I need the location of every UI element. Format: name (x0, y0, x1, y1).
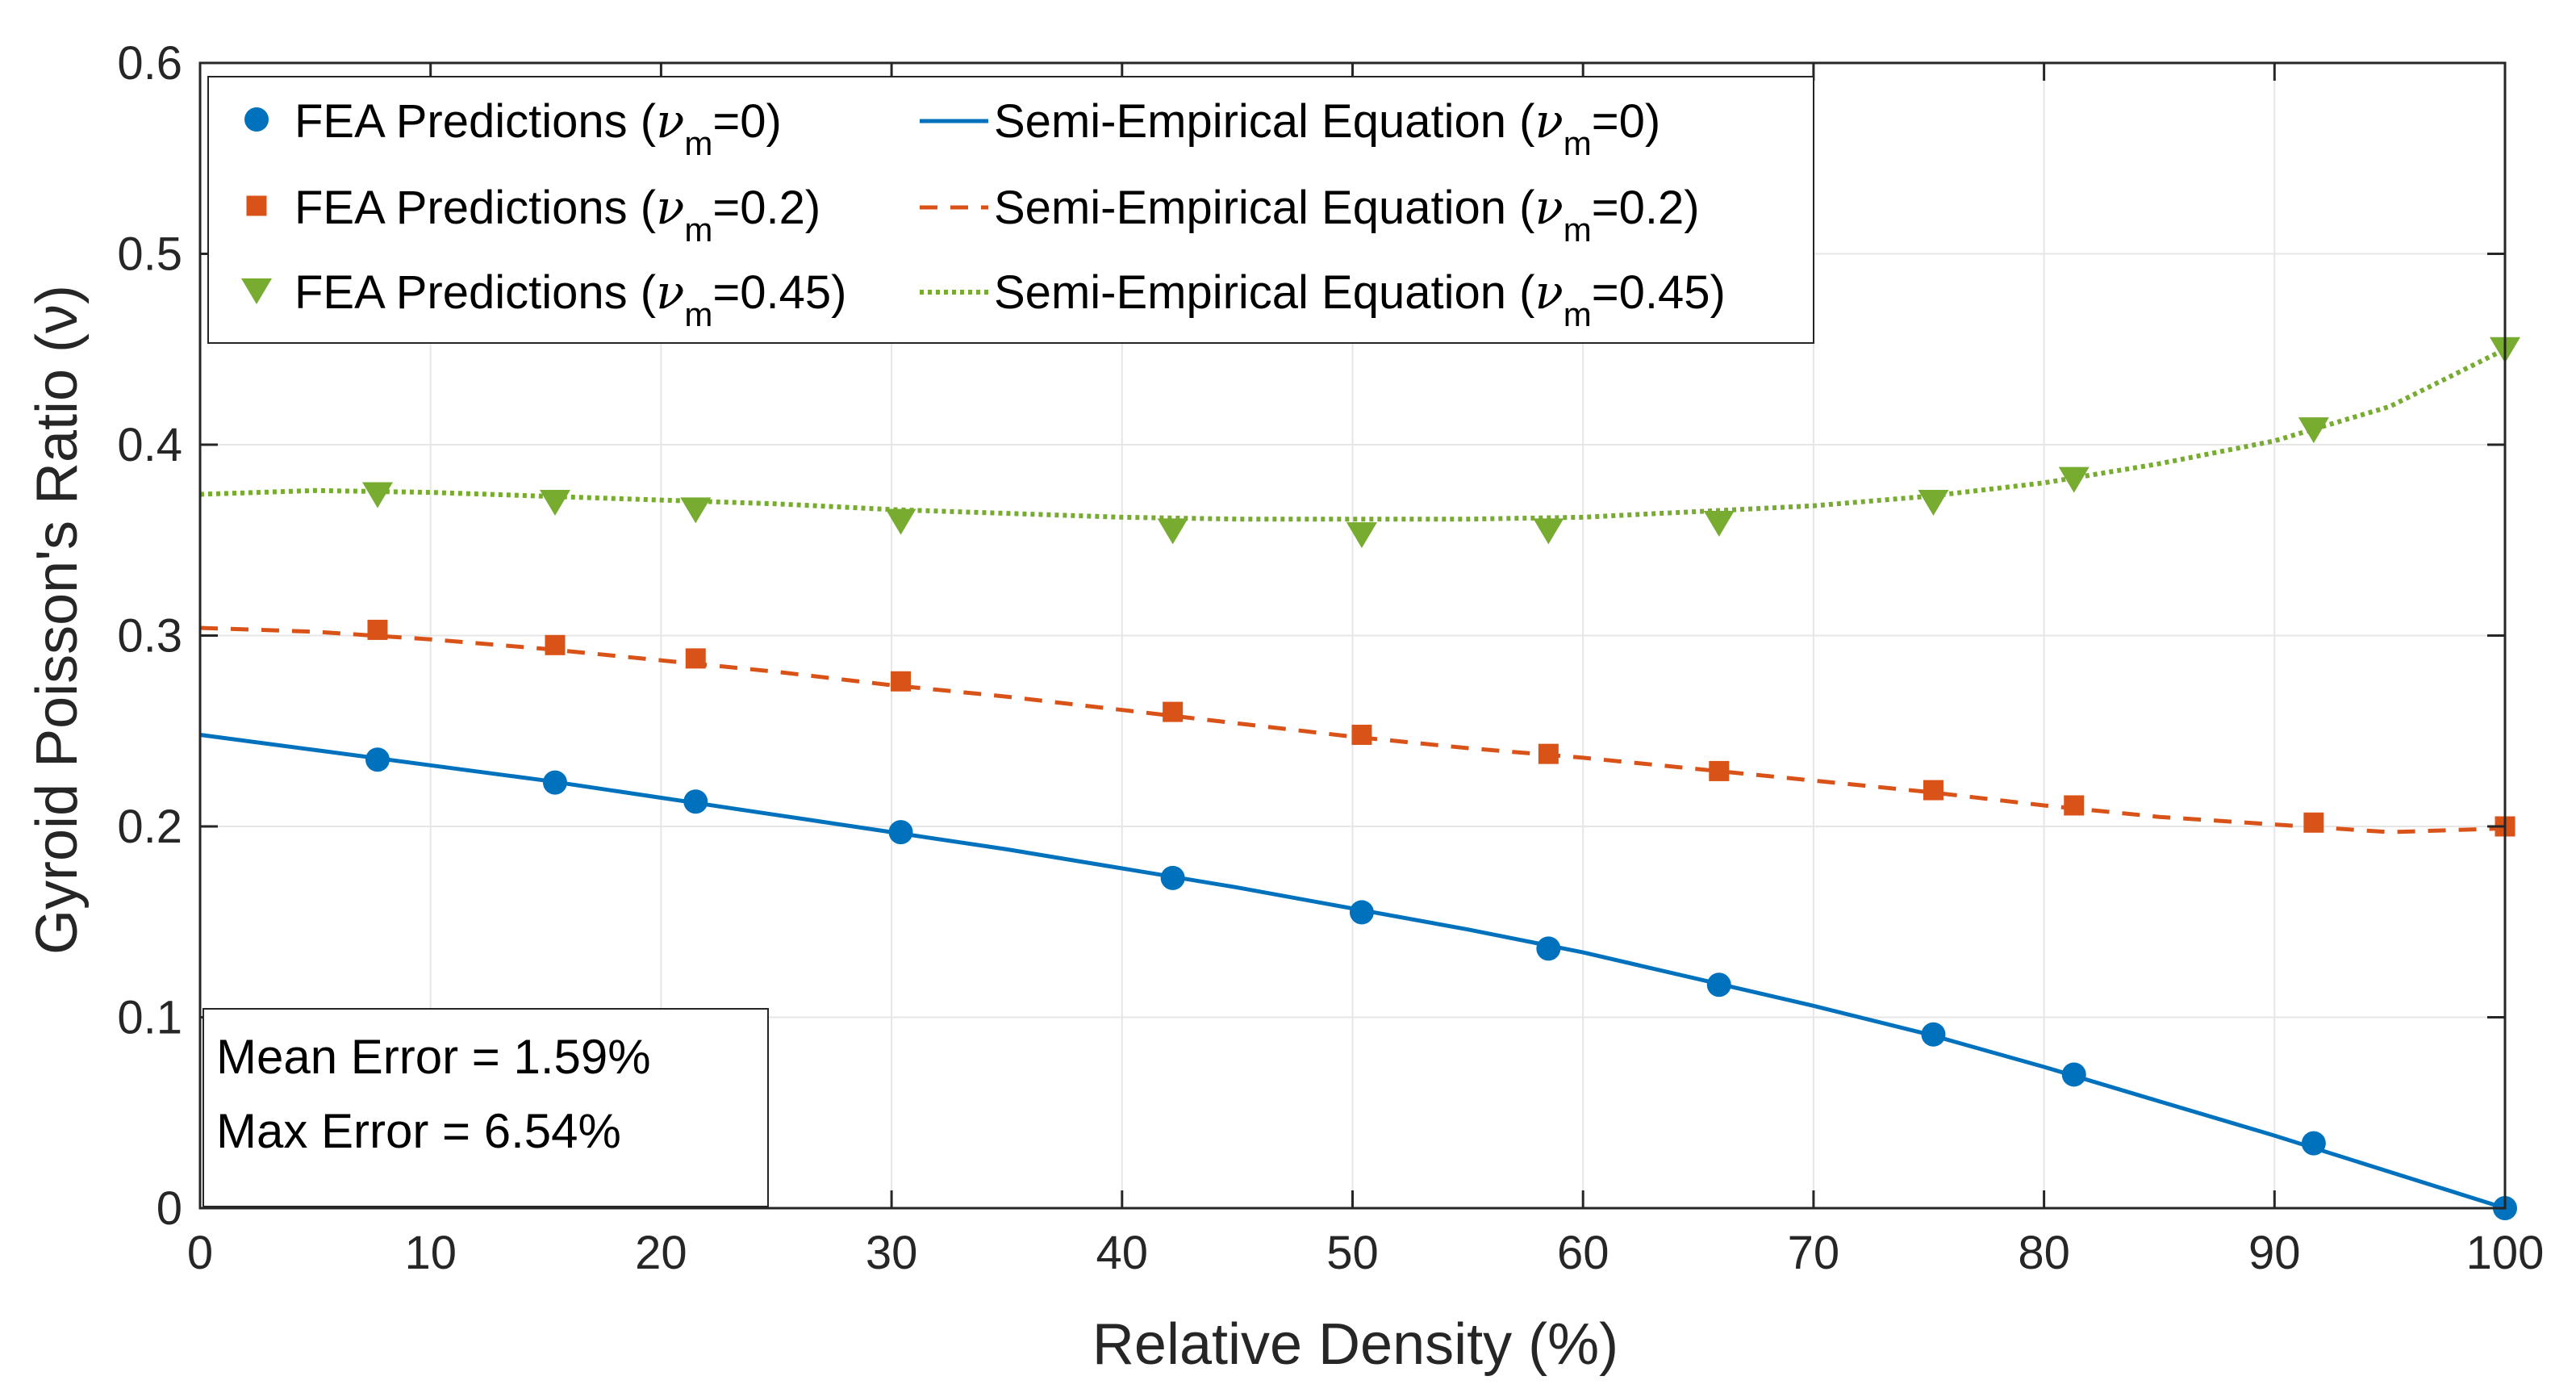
data-point-1-0 (367, 619, 388, 640)
data-point-0-10 (2301, 1131, 2326, 1156)
y-tick-label: 0.1 (117, 992, 182, 1044)
x-axis-label: Relative Density (%) (1092, 1312, 1618, 1377)
x-tick-label: 90 (2248, 1227, 2301, 1279)
series-line-4 (199, 625, 2506, 834)
legend: FEA Predictions (νm=0) FEA Predictions (ν… (207, 76, 1814, 344)
y-tick-label: 0.3 (117, 610, 182, 663)
series-line-5 (199, 347, 2507, 522)
x-tick-label: 0 (187, 1227, 213, 1279)
legend-entry-2: FEA Predictions (νm=0.45) (294, 265, 846, 333)
legend-marker-2 (241, 278, 272, 304)
data-point-0-8 (1921, 1022, 1946, 1047)
legend-marker-1 (246, 195, 267, 216)
data-point-1-10 (2303, 812, 2324, 833)
data-point-2-1 (539, 489, 570, 516)
data-point-0-0 (365, 747, 390, 772)
y-tick-label: 0.5 (117, 228, 182, 281)
error-annotation: Mean Error = 1.59% Max Error = 6.54% (202, 1008, 769, 1207)
data-point-0-5 (1349, 900, 1374, 925)
x-tick-label: 70 (1788, 1227, 1840, 1279)
x-tick-label: 40 (1096, 1227, 1149, 1279)
data-point-2-3 (885, 508, 916, 535)
legend-box (207, 76, 1814, 344)
tick-labels: 0 10 20 30 40 50 60 70 80 90 100 0 0.1 0.2 0.3 0.4 0.5 0.… (117, 37, 2544, 1279)
data-point-1-9 (2064, 795, 2085, 816)
data-point-1-1 (545, 634, 566, 655)
legend-line-entry-0: Semi-Empirical Equation (νm=0) (994, 94, 1660, 162)
x-tick-label: 10 (404, 1227, 457, 1279)
data-point-1-5 (1351, 724, 1372, 745)
axes (198, 61, 2507, 1210)
data-point-1-3 (891, 671, 912, 692)
legend-line-entry-2: Semi-Empirical Equation (νm=0.45) (994, 265, 1726, 333)
y-tick-label: 0.4 (117, 419, 182, 471)
data-point-1-4 (1163, 701, 1184, 722)
y-tick-label: 0.2 (117, 801, 182, 853)
data-point-0-4 (1160, 865, 1185, 890)
annotation-line-0: Mean Error = 1.59% (216, 1030, 651, 1084)
x-tick-label: 20 (635, 1227, 687, 1279)
x-tick-label: 30 (866, 1227, 918, 1279)
data-point-1-7 (1709, 760, 1730, 781)
x-tick-label: 100 (2466, 1227, 2545, 1279)
data-point-0-7 (1706, 972, 1731, 998)
data-point-0-1 (542, 770, 567, 795)
data-point-2-8 (1918, 489, 1949, 516)
data-point-2-10 (2298, 417, 2329, 444)
data-point-2-6 (1533, 518, 1564, 545)
data-point-1-8 (1923, 780, 1943, 801)
annotation-box (202, 1008, 769, 1207)
legend-marker-0 (244, 107, 269, 132)
legend-entry-1: FEA Predictions (νm=0.2) (294, 180, 820, 249)
data-point-0-6 (1536, 936, 1561, 961)
data-point-2-4 (1157, 518, 1188, 545)
data-point-2-2 (680, 497, 712, 524)
data-point-1-2 (685, 648, 706, 669)
data-point-2-7 (1703, 510, 1735, 537)
data-point-0-2 (683, 789, 708, 814)
data-point-1-6 (1538, 743, 1559, 764)
legend-entry-0: FEA Predictions (νm=0) (294, 94, 782, 162)
y-axis-label: Gyroid Poisson's Ratio (ν) (25, 285, 90, 955)
x-tick-label: 60 (1557, 1227, 1609, 1279)
legend-line-entry-1: Semi-Empirical Equation (νm=0.2) (994, 180, 1700, 249)
data-point-2-0 (361, 482, 393, 508)
annotation-line-1: Max Error = 6.54% (216, 1104, 621, 1158)
plot-series (199, 337, 2520, 1220)
data-point-2-5 (1346, 522, 1377, 549)
data-point-2-9 (2058, 466, 2090, 493)
x-tick-label: 50 (1326, 1227, 1379, 1279)
data-point-0-9 (2061, 1062, 2086, 1087)
x-tick-label: 80 (2018, 1227, 2070, 1279)
y-tick-label: 0 (157, 1182, 182, 1235)
y-tick-label: 0.6 (117, 37, 182, 90)
data-point-0-3 (888, 820, 913, 845)
